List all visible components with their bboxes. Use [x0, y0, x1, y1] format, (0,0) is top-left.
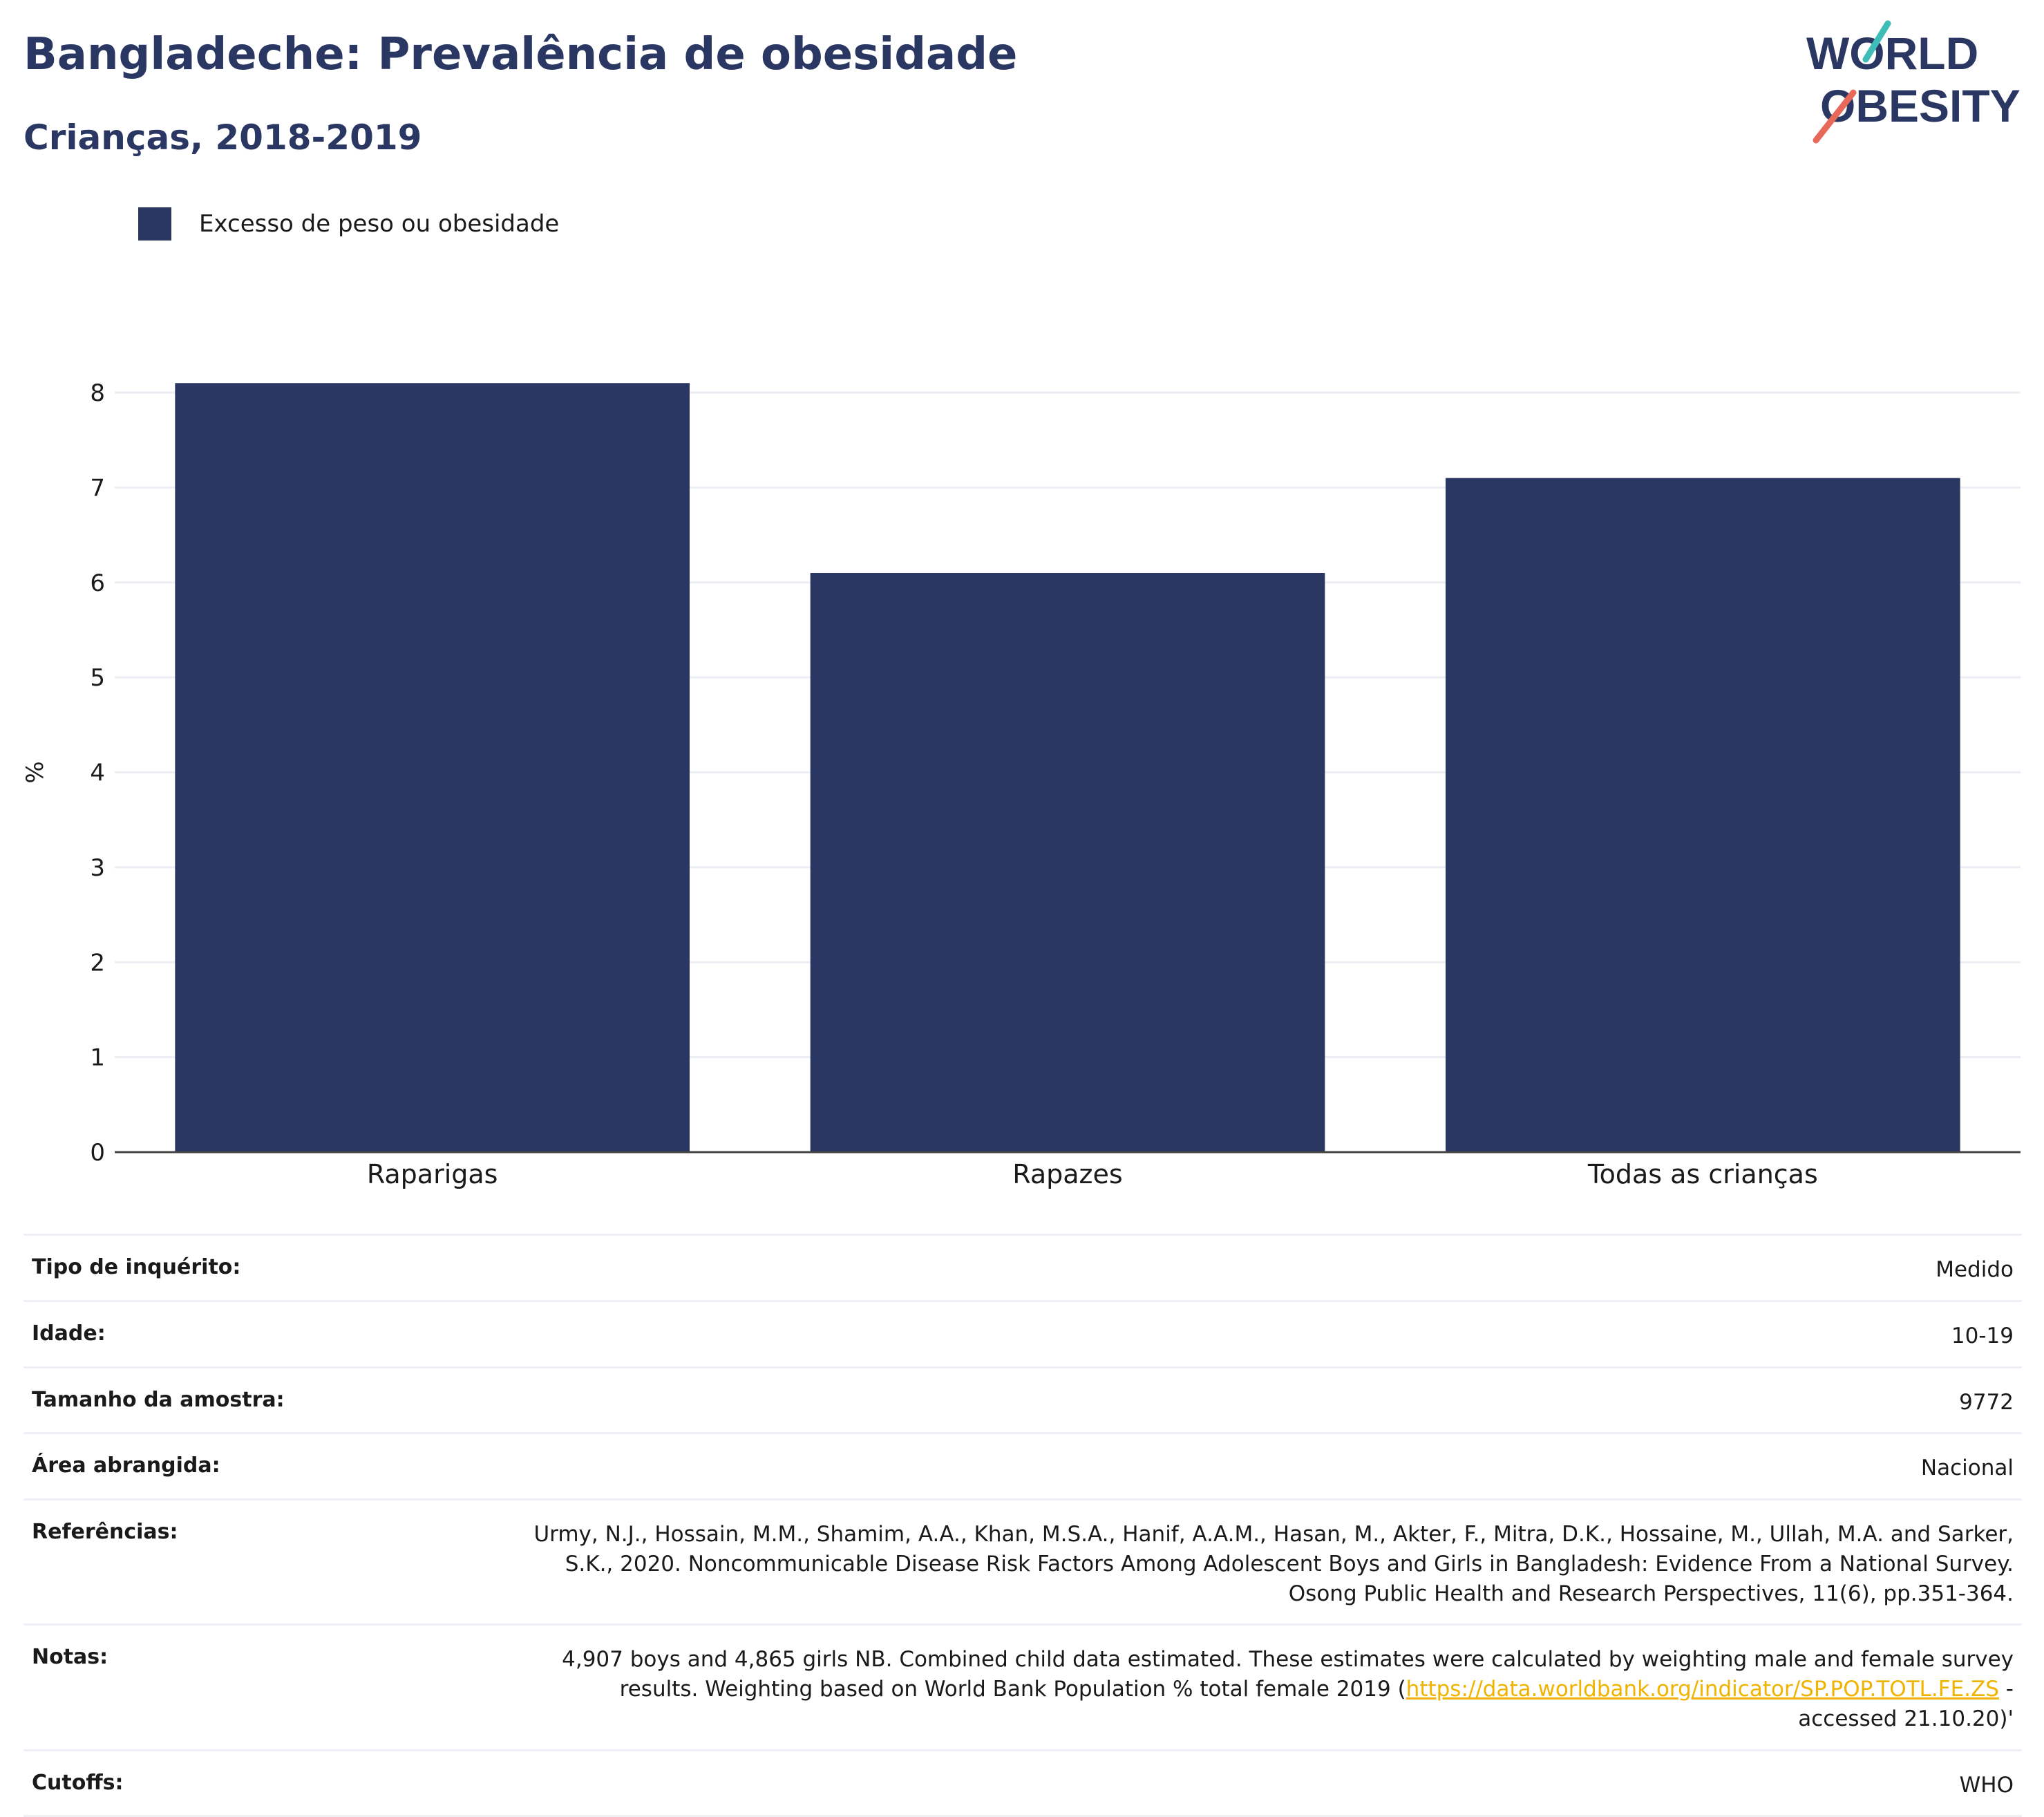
- y-axis-label: %: [21, 761, 49, 783]
- info-row-cutoffs: Cutoffs: WHO: [23, 1749, 2022, 1817]
- y-tick-label: 3: [90, 854, 105, 882]
- legend-label: Excesso de peso ou obesidade: [199, 210, 560, 238]
- x-tick-label: Rapazes: [1012, 1159, 1122, 1189]
- info-row-survey-type: Tipo de inquérito: Medido: [23, 1234, 2022, 1300]
- y-tick-label: 1: [90, 1044, 105, 1072]
- bar[interactable]: [175, 383, 690, 1153]
- x-tick-label: Raparigas: [367, 1159, 498, 1189]
- bar[interactable]: [1446, 478, 1960, 1152]
- info-row-references: Referências: Urmy, N.J., Hossain, M.M., …: [23, 1498, 2022, 1623]
- info-value: WHO: [1959, 1772, 2014, 1798]
- x-tick-label: Todas as crianças: [1587, 1159, 1818, 1189]
- info-key: Tamanho da amostra:: [32, 1387, 285, 1412]
- y-tick-label: 4: [90, 760, 105, 787]
- info-row-notes: Notas: 4,907 boys and 4,865 girls NB. Co…: [23, 1623, 2022, 1749]
- y-tick-label: 8: [90, 379, 105, 407]
- info-value: Urmy, N.J., Hossain, M.M., Shamim, A.A.,…: [533, 1522, 2014, 1606]
- page-subtitle: Crianças, 2018-2019: [23, 117, 422, 158]
- info-row-age: Idade: 10-19: [23, 1299, 2022, 1366]
- info-value: 9772: [1959, 1389, 2014, 1415]
- info-key: Notas:: [32, 1645, 108, 1670]
- chart-legend: Excesso de peso ou obesidade: [138, 207, 559, 241]
- y-tick-label: 6: [90, 569, 105, 597]
- page-title: Bangladeche: Prevalência de obesidade: [23, 29, 1018, 80]
- worldbank-link[interactable]: https://data.worldbank.org/indicator/SP.…: [1406, 1677, 1999, 1702]
- y-tick-label: 7: [90, 474, 105, 502]
- info-key: Idade:: [32, 1321, 106, 1346]
- bar[interactable]: [810, 573, 1325, 1152]
- info-value: 10-19: [1951, 1323, 2014, 1348]
- info-key: Tipo de inquérito:: [32, 1255, 241, 1279]
- info-table: Tipo de inquérito: Medido Idade: 10-19 T…: [23, 1234, 2022, 1817]
- info-value: Nacional: [1920, 1456, 2014, 1481]
- y-tick-label: 2: [90, 949, 105, 977]
- logo-line1: WORLD: [1806, 28, 1978, 79]
- info-value: 4,907 boys and 4,865 girls NB. Combined …: [528, 1645, 2014, 1733]
- info-key: Área abrangida:: [32, 1453, 220, 1478]
- notes-text: 4,907 boys and 4,865 girls NB. Combined …: [562, 1647, 2014, 1702]
- info-key: Cutoffs:: [32, 1770, 124, 1795]
- world-obesity-logo: WORLD OBESITY: [1806, 20, 2021, 144]
- info-value: Medido: [1936, 1257, 2014, 1282]
- logo-line2: OBESITY: [1820, 80, 2021, 131]
- y-tick-label: 5: [90, 664, 105, 692]
- y-tick-label: 0: [90, 1139, 105, 1167]
- bar-chart: 0 1 2 3 4 5 6 7 8% Raparigas Rapazes Todas as crian…: [21, 379, 2021, 1189]
- info-row-sample-size: Tamanho da amostra: 9772: [23, 1366, 2022, 1433]
- legend-swatch: [138, 207, 171, 241]
- info-key: Referências:: [32, 1520, 178, 1545]
- notes-text-after: - accessed 21.10.20)': [1798, 1677, 2014, 1731]
- info-row-area: Área abrangida: Nacional: [23, 1432, 2022, 1498]
